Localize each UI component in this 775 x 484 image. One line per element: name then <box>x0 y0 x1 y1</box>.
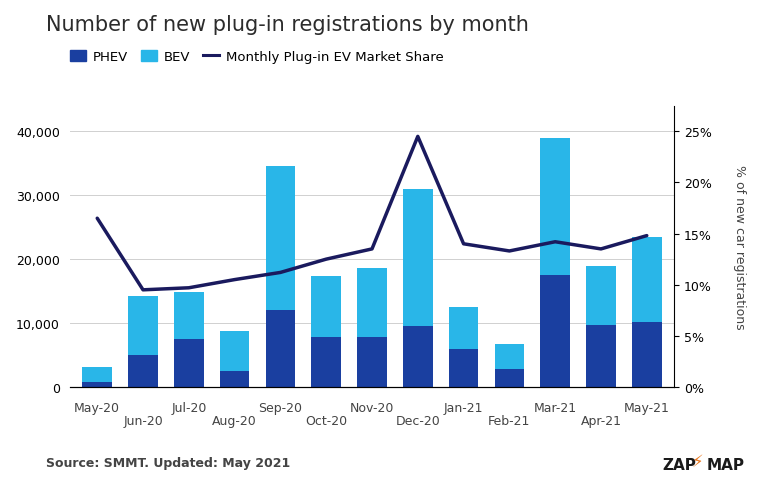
Text: Nov-20: Nov-20 <box>350 401 394 414</box>
Bar <box>266 167 295 311</box>
Bar <box>312 277 341 337</box>
Text: Sep-20: Sep-20 <box>258 401 302 414</box>
Bar <box>82 382 112 387</box>
Monthly Plug-in EV Market Share <box>642 233 652 239</box>
Monthly Plug-in EV Market Share <box>139 287 148 293</box>
Text: Jun-20: Jun-20 <box>123 414 163 427</box>
Bar <box>449 349 478 387</box>
Bar <box>540 138 570 275</box>
Monthly Plug-in EV Market Share <box>367 246 377 252</box>
Text: Number of new plug-in registrations by month: Number of new plug-in registrations by m… <box>46 15 529 34</box>
Text: Oct-20: Oct-20 <box>305 414 347 427</box>
Bar <box>174 339 204 387</box>
Text: Apr-21: Apr-21 <box>580 414 622 427</box>
Text: Aug-20: Aug-20 <box>212 414 257 427</box>
Monthly Plug-in EV Market Share <box>505 248 514 254</box>
Text: MAP: MAP <box>707 457 745 472</box>
Text: ⚡: ⚡ <box>692 453 704 470</box>
Bar <box>449 307 478 349</box>
Bar <box>494 344 524 369</box>
Bar <box>403 189 432 327</box>
Bar <box>82 367 112 382</box>
Text: Dec-20: Dec-20 <box>395 414 440 427</box>
Text: Feb-21: Feb-21 <box>488 414 531 427</box>
Text: May-21: May-21 <box>624 401 670 414</box>
Bar <box>632 322 662 387</box>
Text: Jan-21: Jan-21 <box>444 401 484 414</box>
Y-axis label: % of new car registrations: % of new car registrations <box>732 165 746 329</box>
Bar <box>220 332 250 371</box>
Bar <box>586 266 616 325</box>
Monthly Plug-in EV Market Share <box>322 257 331 262</box>
Text: Jul-20: Jul-20 <box>171 401 206 414</box>
Monthly Plug-in EV Market Share <box>413 134 422 140</box>
Monthly Plug-in EV Market Share <box>230 277 239 283</box>
Monthly Plug-in EV Market Share <box>92 216 102 222</box>
Monthly Plug-in EV Market Share <box>596 246 605 252</box>
Bar <box>586 325 616 387</box>
Text: ZAP: ZAP <box>663 457 697 472</box>
Monthly Plug-in EV Market Share <box>550 240 560 245</box>
Bar <box>540 275 570 387</box>
Bar <box>632 238 662 322</box>
Text: Source: SMMT. Updated: May 2021: Source: SMMT. Updated: May 2021 <box>46 456 291 469</box>
Monthly Plug-in EV Market Share <box>184 285 194 291</box>
Bar <box>128 355 158 387</box>
Text: May-20: May-20 <box>74 401 120 414</box>
Legend: PHEV, BEV, Monthly Plug-in EV Market Share: PHEV, BEV, Monthly Plug-in EV Market Sha… <box>71 51 443 64</box>
Bar <box>357 269 387 337</box>
Monthly Plug-in EV Market Share <box>459 242 468 247</box>
Bar <box>220 371 250 387</box>
Monthly Plug-in EV Market Share <box>276 270 285 276</box>
Bar <box>266 311 295 387</box>
Bar <box>403 327 432 387</box>
Bar <box>494 369 524 387</box>
Text: Mar-21: Mar-21 <box>534 401 577 414</box>
Line: Monthly Plug-in EV Market Share: Monthly Plug-in EV Market Share <box>97 137 647 290</box>
Bar <box>174 293 204 339</box>
Bar <box>312 337 341 387</box>
Bar <box>128 297 158 355</box>
Bar <box>357 337 387 387</box>
